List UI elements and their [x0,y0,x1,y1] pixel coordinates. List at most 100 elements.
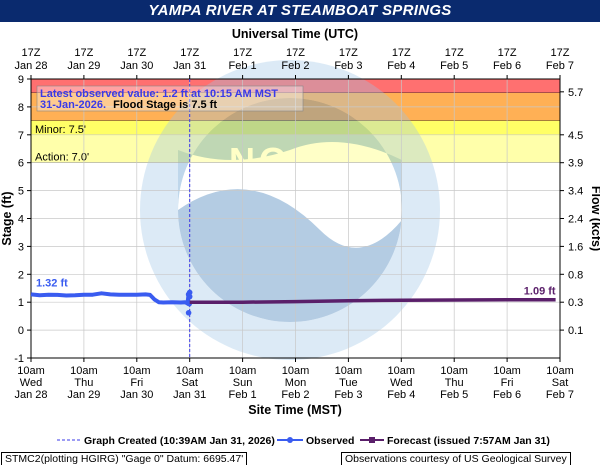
flow-tick-label: 1.6 [568,241,583,253]
bottom-tick-label-day: Fri [130,377,143,389]
y-tick-label: -1 [14,353,24,365]
y-axis-title: Stage (ft) [0,191,14,245]
y2-axis-title: Flow (kcfs) [589,186,600,251]
y-tick-label: 1 [18,297,24,309]
y-tick-label: 7 [18,130,24,142]
bottom-tick-label-date: Jan 29 [67,389,100,401]
flood-label-minor: Minor: 7.5' [35,124,86,136]
bottom-tick-label-time: 10am [229,365,257,377]
top-tick-label-time: 17Z [339,47,358,59]
flood-label-action: Action: 7.0' [35,152,89,164]
bottom-tick-label-time: 10am [176,365,204,377]
top-tick-label-date: Feb 6 [493,60,521,72]
bottom-tick-label-day: Sun [233,377,253,389]
legend-observed-marker [287,437,293,443]
bottom-tick-label-time: 10am [123,365,151,377]
y-tick-label: 2 [18,269,24,281]
top-tick-label-time: 17Z [74,47,93,59]
svg-text:31-Jan-2026. Flood Sta: 31-Jan-2026. Flood Stage is 7.5 ft [40,99,217,111]
bottom-tick-label-time: 10am [17,365,45,377]
observed-start-label: 1.32 ft [36,277,68,289]
y-tick-label: 3 [18,241,24,253]
top-tick-label-time: 17Z [286,47,305,59]
x-axis-title: Site Time (MST) [248,403,342,417]
bottom-tick-label-day: Fri [501,377,514,389]
bottom-tick-label-day: Sat [181,377,198,389]
annotation-date: 31-Jan-2026. [40,99,106,111]
flow-tick-label: 2.4 [568,214,583,226]
top-tick-label-date: Jan 30 [120,60,153,72]
footer-datum: STMC2(plotting HGIRG) "Gage 0" Datum: 66… [1,452,248,465]
y-tick-label: 5 [18,186,24,198]
bottom-tick-label-time: 10am [440,365,468,377]
svg-text:Latest observed value: 1.2 ft: Latest observed value: 1.2 ft at 10:15 A… [40,88,278,100]
forecast-end-label: 1.09 ft [524,286,556,298]
top-tick-label-date: Feb 2 [281,60,309,72]
y-tick-label: 4 [18,214,24,226]
bottom-tick-label-date: Feb 2 [281,389,309,401]
flow-tick-label: 3.9 [568,158,583,170]
bottom-tick-label-day: Thu [445,377,464,389]
annotation-flood-stage: Flood Stage is 7.5 ft [113,99,217,111]
bottom-tick-label-day: Sat [552,377,569,389]
svg-text:NOAA: NOAA [229,140,351,181]
top-tick-label-time: 17Z [392,47,411,59]
bottom-tick-label-date: Feb 1 [229,389,257,401]
observed-point [186,289,193,296]
top-tick-label-time: 17Z [22,47,41,59]
chart-title: YAMPA RIVER AT STEAMBOAT SPRINGS [0,0,600,22]
bottom-tick-label-time: 10am [388,365,416,377]
latest-observation-annotation: Latest observed value: 1.2 ft at 10:15 A… [36,85,304,112]
bottom-tick-label-date: Jan 30 [120,389,153,401]
legend-forecast: Forecast (issued 7:57AM Jan 31) [387,435,550,447]
bottom-tick-label-time: 10am [493,365,521,377]
bottom-tick-label-date: Feb 4 [387,389,415,401]
bottom-tick-label-date: Feb 6 [493,389,521,401]
bottom-tick-label-day: Wed [390,377,412,389]
bottom-tick-label-date: Jan 31 [173,389,206,401]
observed-point [186,293,193,300]
top-tick-label-time: 17Z [233,47,252,59]
bottom-tick-label-time: 10am [546,365,574,377]
top-tick-label-time: 17Z [127,47,146,59]
bottom-tick-label-day: Tue [339,377,358,389]
top-tick-label-time: 17Z [180,47,199,59]
top-tick-label-date: Feb 7 [546,60,574,72]
y-tick-label: 8 [18,102,24,114]
flow-tick-label: 0.3 [568,297,583,309]
top-tick-label-date: Feb 4 [387,60,415,72]
footer-credit: Observations courtesy of US Geological S… [341,452,571,465]
top-tick-label-date: Jan 28 [14,60,47,72]
bottom-tick-label-date: Feb 5 [440,389,468,401]
bottom-tick-label-time: 10am [335,365,363,377]
hydrograph-chart: Universal Time (UTC) Minor: 7.5' Action: … [0,27,600,447]
observed-point [185,310,192,316]
observed-series-line [30,291,192,306]
top-tick-label-date: Feb 5 [440,60,468,72]
legend: Graph Created (10:39AM Jan 31, 2026) Obs… [57,435,550,447]
flow-tick-label: 5.7 [568,87,583,99]
bottom-tick-label-date: Feb 7 [546,389,574,401]
top-tick-label-time: 17Z [445,47,464,59]
top-axis-title: Universal Time (UTC) [232,27,358,41]
bottom-tick-label-day: Thu [74,377,93,389]
bottom-tick-label-date: Feb 3 [334,389,362,401]
flow-tick-label: 0.8 [568,269,583,281]
y-tick-label: 9 [18,74,24,86]
top-tick-label-time: 17Z [551,47,570,59]
flow-tick-label: 0.1 [568,325,583,337]
top-tick-label-time: 17Z [498,47,517,59]
top-tick-label-date: Jan 31 [173,60,206,72]
flow-tick-label: 3.4 [568,186,583,198]
y-tick-label: 0 [18,325,24,337]
bottom-tick-label-day: Mon [285,377,306,389]
bottom-tick-label-time: 10am [282,365,310,377]
top-tick-label-date: Feb 1 [229,60,257,72]
bottom-tick-label-time: 10am [70,365,98,377]
legend-graph-created: Graph Created (10:39AM Jan 31, 2026) [84,435,275,447]
legend-observed: Observed [306,435,354,447]
y-tick-label: 6 [18,158,24,170]
annotation-line-1: Latest observed value: 1.2 ft at 10:15 A… [40,88,278,100]
flow-tick-label: 4.5 [568,130,583,142]
